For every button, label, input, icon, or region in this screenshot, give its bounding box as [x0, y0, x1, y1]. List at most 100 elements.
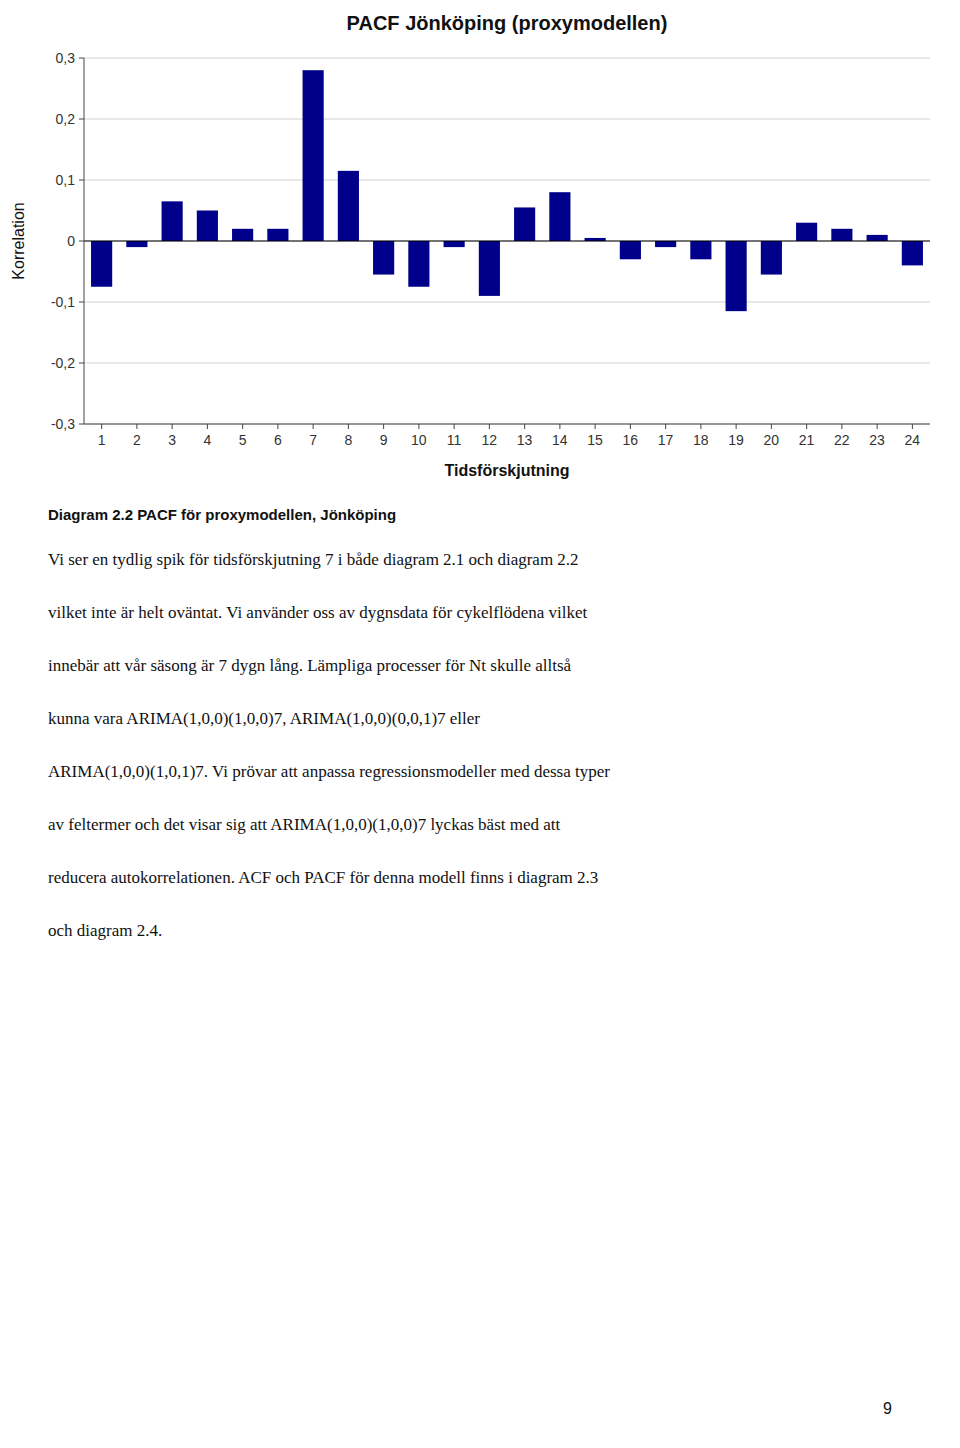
x-axis-label: Tidsförskjutning: [444, 462, 569, 479]
y-tick-label: 0,3: [56, 50, 76, 66]
y-tick-label: 0,2: [56, 111, 76, 127]
x-tick: [841, 424, 842, 429]
x-tick: [489, 424, 490, 429]
grid-line: [84, 119, 930, 120]
bar: [126, 241, 147, 247]
grid-line: [84, 424, 930, 425]
bar: [91, 241, 112, 287]
y-tick: [79, 58, 84, 59]
grid: [84, 58, 930, 424]
x-tick: [454, 424, 455, 429]
caption: Diagram 2.2 PACF för proxymodellen, Jönk…: [48, 506, 396, 523]
bar: [620, 241, 641, 259]
body-line: Vi ser en tydlig spik för tidsförskjutni…: [48, 550, 579, 570]
bar: [549, 192, 570, 241]
bar: [514, 207, 535, 241]
x-tick: [207, 424, 208, 429]
bar: [726, 241, 747, 311]
x-tick: [912, 424, 913, 429]
body-line: reducera autokorrelationen. ACF och PACF…: [48, 868, 598, 888]
x-tick: [630, 424, 631, 429]
x-tick: [418, 424, 419, 429]
x-tick: [136, 424, 137, 429]
x-tick: [277, 424, 278, 429]
y-tick-label: -0,3: [51, 416, 75, 432]
bar: [197, 211, 218, 242]
x-tick: [242, 424, 243, 429]
x-tick-label: 16: [623, 432, 639, 448]
x-tick-label: 5: [239, 432, 247, 448]
x-tick-label: 13: [517, 432, 533, 448]
x-tick: [700, 424, 701, 429]
page-number: 9: [883, 1400, 892, 1418]
body-line: och diagram 2.4.: [48, 921, 162, 941]
body-line: innebär att vår säsong är 7 dygn lång. L…: [48, 656, 571, 676]
x-tick: [559, 424, 560, 429]
bar: [867, 235, 888, 241]
bar: [902, 241, 923, 265]
bars: [91, 70, 923, 311]
x-tick-label: 1: [98, 432, 106, 448]
y-tick-label: -0,2: [51, 355, 75, 371]
bar: [690, 241, 711, 259]
body-line: kunna vara ARIMA(1,0,0)(1,0,0)7, ARIMA(1…: [48, 709, 480, 729]
x-tick-label: 9: [380, 432, 388, 448]
y-tick: [79, 180, 84, 181]
x-tick-label: 3: [168, 432, 176, 448]
bar: [303, 70, 324, 241]
x-tick-label: 21: [799, 432, 815, 448]
bar: [655, 241, 676, 247]
body-line: ARIMA(1,0,0)(1,0,1)7. Vi prövar att anpa…: [48, 762, 610, 782]
x-tick-label: 17: [658, 432, 674, 448]
x-tick: [806, 424, 807, 429]
chart: PACF Jönköping (proxymodellen)-0,3-0,2-0…: [0, 0, 960, 490]
bar: [232, 229, 253, 241]
bar: [796, 223, 817, 241]
x-tick-label: 20: [764, 432, 780, 448]
x-tick: [101, 424, 102, 429]
grid-line: [84, 302, 930, 303]
y-tick: [79, 363, 84, 364]
bar: [444, 241, 465, 247]
x-tick-label: 11: [447, 432, 462, 448]
y-tick: [79, 424, 84, 425]
x-tick: [877, 424, 878, 429]
bar: [761, 241, 782, 275]
title: PACF Jönköping (proxymodellen): [347, 12, 668, 34]
y-tick: [79, 302, 84, 303]
bar: [408, 241, 429, 287]
y-tick: [79, 241, 84, 242]
bar: [373, 241, 394, 275]
x-tick-label: 19: [728, 432, 744, 448]
x-tick-label: 22: [834, 432, 850, 448]
x-axis: [84, 424, 930, 425]
x-tick: [771, 424, 772, 429]
x-tick: [313, 424, 314, 429]
zero-line: [84, 241, 930, 242]
x-tick-label: 4: [203, 432, 211, 448]
y-tick-label: 0: [67, 233, 75, 249]
y-axis-label: Korrelation: [10, 202, 27, 279]
x-tick: [383, 424, 384, 429]
grid-line: [84, 241, 930, 242]
x-tick: [595, 424, 596, 429]
x-tick: [348, 424, 349, 429]
x-tick-label: 12: [482, 432, 498, 448]
grid-line: [84, 363, 930, 364]
bar: [267, 229, 288, 241]
x-tick: [524, 424, 525, 429]
bar: [479, 241, 500, 296]
x-tick-label: 7: [309, 432, 317, 448]
x-tick-label: 23: [869, 432, 885, 448]
x-tick-label: 24: [905, 432, 921, 448]
x-tick-label: 8: [344, 432, 352, 448]
body-line: av feltermer och det visar sig att ARIMA…: [48, 815, 560, 835]
x-tick-label: 2: [133, 432, 141, 448]
bar: [338, 171, 359, 241]
x-tick: [172, 424, 173, 429]
x-tick-label: 10: [411, 432, 427, 448]
x-tick-label: 18: [693, 432, 709, 448]
x-tick-label: 6: [274, 432, 282, 448]
bar: [162, 201, 183, 241]
x-tick: [665, 424, 666, 429]
